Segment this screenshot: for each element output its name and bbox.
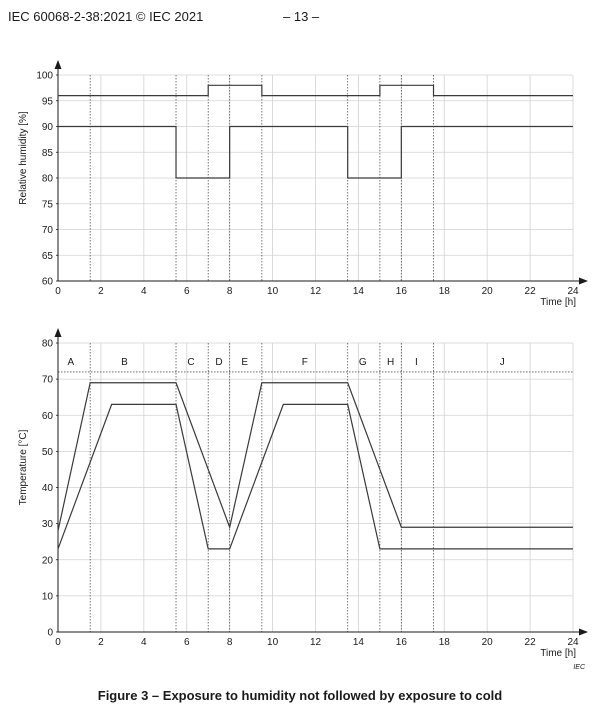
chart1-x-tick-label: 16 [396,286,408,297]
chart2-segment-label: I [415,357,418,368]
page-number: – 13 – [283,9,320,24]
chart1-x-arrow [579,277,588,285]
chart2-y-tick-label: 70 [42,375,54,386]
chart2-x-tick-label: 18 [439,637,451,648]
chart2-x-axis-label: Time [h] [540,648,576,659]
chart1-x-tick-label: 0 [55,286,61,297]
chart1-y-tick-label: 70 [42,225,54,236]
chart1-y-tick-label: 65 [42,251,54,262]
chart1-y-tick-label: 100 [36,71,53,82]
chart2-y-tick-label: 30 [42,519,54,530]
chart2-segment-label: E [241,357,248,368]
chart2-segment-label: A [68,357,75,368]
chart1-y-axis-label: Relative humidity [%] [18,111,29,205]
chart1-y-tick-label: 95 [42,96,54,107]
chart2-segment-label: H [387,357,394,368]
chart2-y-axis-label: Temperature [°C] [18,429,29,505]
chart2-segment-label: G [359,357,367,368]
chart2-x-arrow [579,628,588,636]
chart1-y-tick-label: 60 [42,277,54,288]
chart1-series-2-line [58,125,573,179]
chart1-x-tick-label: 4 [141,286,147,297]
chart2-segment-label: F [302,357,308,368]
chart2-y-tick-label: 80 [42,339,54,350]
chart2-y-tick-label: 60 [42,411,54,422]
chart1-x-tick-label: 24 [567,286,579,297]
chart2-x-tick-label: 10 [267,637,279,648]
chart1-x-tick-label: 2 [98,286,104,297]
figure-caption: Figure 3 – Exposure to humidity not foll… [97,688,503,703]
chart2-x-tick-label: 20 [482,637,494,648]
chart2-x-tick-label: 0 [55,637,61,648]
chart2-x-tick-label: 14 [353,637,365,648]
chart2-series-1-line [57,382,573,531]
chart2-x-tick-label: 4 [141,637,147,648]
chart1-x-tick-label: 10 [267,286,279,297]
chart2-x-tick-label: 12 [310,637,322,648]
chart1-y-tick-label: 90 [42,122,54,133]
chart1-y-arrow [54,60,62,69]
chart1-x-tick-label: 6 [184,286,190,297]
chart2-y-tick-label: 20 [42,555,54,566]
document-header: IEC 60068-2-38:2021 © IEC 2021 [8,9,204,24]
chart1-series-1-line [58,84,573,97]
chart2-x-tick-label: 2 [98,637,104,648]
chart1-x-tick-label: 20 [482,286,494,297]
chart1-y-tick-label: 80 [42,174,54,185]
chart2-y-tick-label: 50 [42,447,54,458]
chart1-x-tick-label: 18 [439,286,451,297]
chart1-x-tick-label: 12 [310,286,322,297]
chart2-x-tick-label: 16 [396,637,408,648]
chart1-x-tick-label: 22 [525,286,537,297]
chart1-x-tick-label: 8 [227,286,233,297]
chart2-segment-label: J [500,357,505,368]
chart2-x-tick-label: 22 [525,637,537,648]
chart2-y-tick-label: 10 [42,591,54,602]
chart2-segment-label: D [215,357,222,368]
chart2-segment-label: C [187,357,194,368]
chart1-x-axis-label: Time [h] [540,297,576,308]
chart2-x-tick-label: 6 [184,637,190,648]
chart2-y-tick-label: 0 [47,628,53,639]
chart2-x-tick-label: 8 [227,637,233,648]
chart2-x-tick-label: 24 [567,637,579,648]
chart1-x-tick-label: 14 [353,286,365,297]
chart2-y-tick-label: 40 [42,483,54,494]
iec-mark: IEC [573,664,586,671]
chart2-segment-label: B [121,357,128,368]
chart1-y-tick-label: 85 [42,148,54,159]
chart2-series-2-line [57,403,573,550]
chart1-y-tick-label: 75 [42,199,54,210]
chart2-y-arrow [54,328,62,337]
